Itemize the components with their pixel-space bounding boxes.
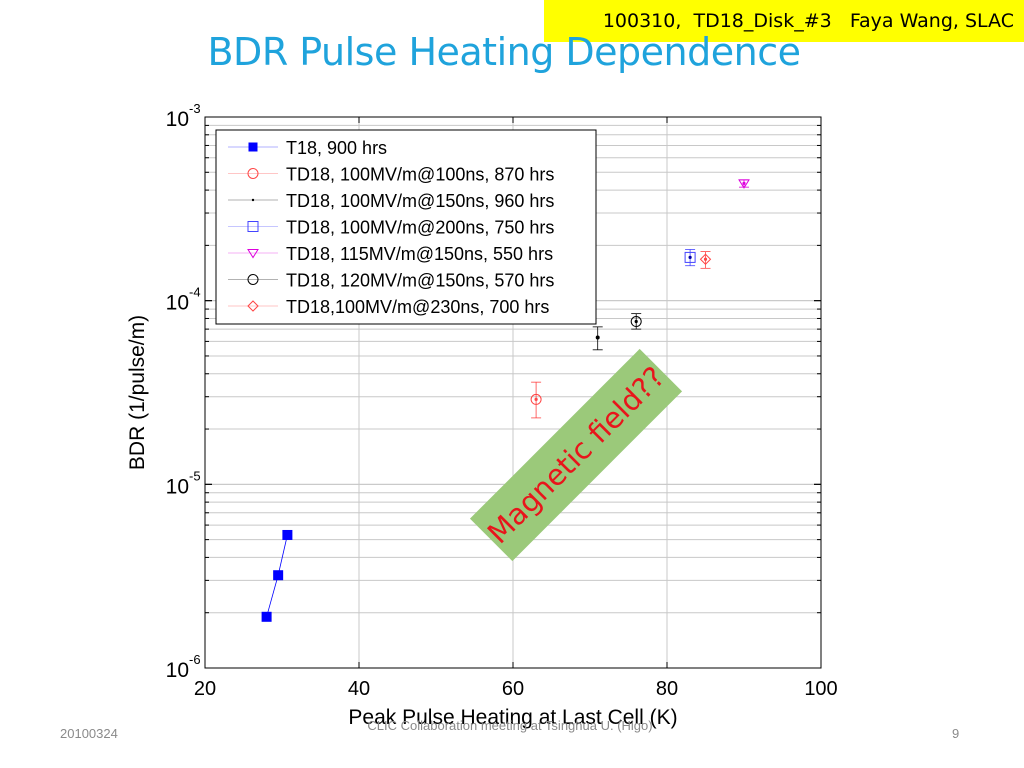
series	[630, 313, 642, 330]
data-point	[248, 142, 258, 152]
data-point-center	[634, 319, 638, 324]
data-point	[630, 316, 642, 328]
x-tick-label: 40	[348, 678, 370, 700]
y-tick-exponent: -3	[189, 101, 201, 116]
data-point	[247, 221, 259, 232]
y-axis-label: BDR (1/pulse/m)	[126, 315, 149, 470]
data-point-center	[703, 257, 708, 261]
data-point	[273, 570, 284, 581]
y-tick-label: 10	[166, 475, 189, 498]
y-tick-label: 10	[166, 108, 189, 131]
legend-label: TD18, 100MV/m@150ns, 960 hrs	[286, 191, 554, 211]
series	[699, 251, 712, 269]
data-point	[595, 335, 600, 340]
series	[592, 326, 603, 351]
x-axis-label: Peak Pulse Heating at Last Cell (K)	[348, 706, 677, 729]
legend-box	[215, 129, 597, 325]
y-tick-exponent: -4	[189, 285, 201, 300]
x-tick-label: 60	[502, 678, 524, 700]
series	[738, 179, 750, 189]
data-point	[530, 393, 542, 405]
legend: T18, 900 hrs TD18, 100MV/m@100ns, 870 hrs…	[215, 129, 597, 325]
legend-marker	[251, 198, 255, 202]
legend-label: T18, 900 hrs	[286, 138, 387, 158]
legend-item: TD18, 100MV/m@200ns, 750 hrs	[228, 218, 554, 238]
series	[530, 381, 542, 419]
data-point-center	[688, 255, 692, 260]
legend-label: TD18, 120MV/m@150ns, 570 hrs	[286, 271, 554, 291]
data-point	[247, 168, 259, 179]
legend-item: T18, 900 hrs	[228, 138, 387, 158]
y-tick-exponent: -5	[189, 468, 201, 483]
series	[261, 529, 293, 622]
y-tick-exponent: -6	[189, 652, 201, 667]
data-point	[699, 253, 712, 265]
data-point	[261, 611, 272, 622]
legend-item: TD18, 100MV/m@100ns, 870 hrs	[228, 165, 554, 185]
series	[684, 249, 696, 267]
x-tick-label: 20	[194, 678, 216, 700]
legend-label: TD18, 100MV/m@100ns, 870 hrs	[286, 165, 554, 185]
footer-date: 20100324	[60, 726, 118, 741]
y-tick-label: 10	[166, 659, 189, 682]
legend-item: TD18, 115MV/m@150ns, 550 hrs	[228, 244, 553, 264]
header-banner: 100310, TD18_Disk_#3 Faya Wang, SLAC	[544, 0, 1024, 42]
data-point-center	[742, 181, 746, 185]
legend-label: TD18, 100MV/m@200ns, 750 hrs	[286, 218, 554, 238]
data-point	[684, 251, 696, 263]
footer-event: CLIC Collaboration meeting at Tsinghua U…	[367, 718, 653, 733]
data-point	[247, 274, 259, 285]
slide-title: BDR Pulse Heating Dependence	[207, 30, 801, 74]
data-point	[247, 300, 259, 312]
legend-item: TD18, 100MV/m@150ns, 960 hrs	[228, 191, 554, 211]
x-tick-label: 80	[656, 678, 678, 700]
data-point	[282, 529, 293, 540]
data-point	[738, 179, 750, 189]
legend-item: TD18,100MV/m@230ns, 700 hrs	[228, 297, 549, 317]
data-layer	[261, 179, 750, 622]
x-tick-label: 100	[804, 678, 837, 700]
y-tick-label: 10	[166, 292, 189, 315]
legend-label: TD18,100MV/m@230ns, 700 hrs	[286, 297, 549, 317]
page-number: 9	[952, 726, 960, 741]
data-point-center	[534, 397, 538, 402]
legend-item: TD18, 120MV/m@150ns, 570 hrs	[228, 271, 554, 291]
legend-label: TD18, 115MV/m@150ns, 550 hrs	[286, 244, 553, 264]
data-point	[247, 249, 259, 259]
